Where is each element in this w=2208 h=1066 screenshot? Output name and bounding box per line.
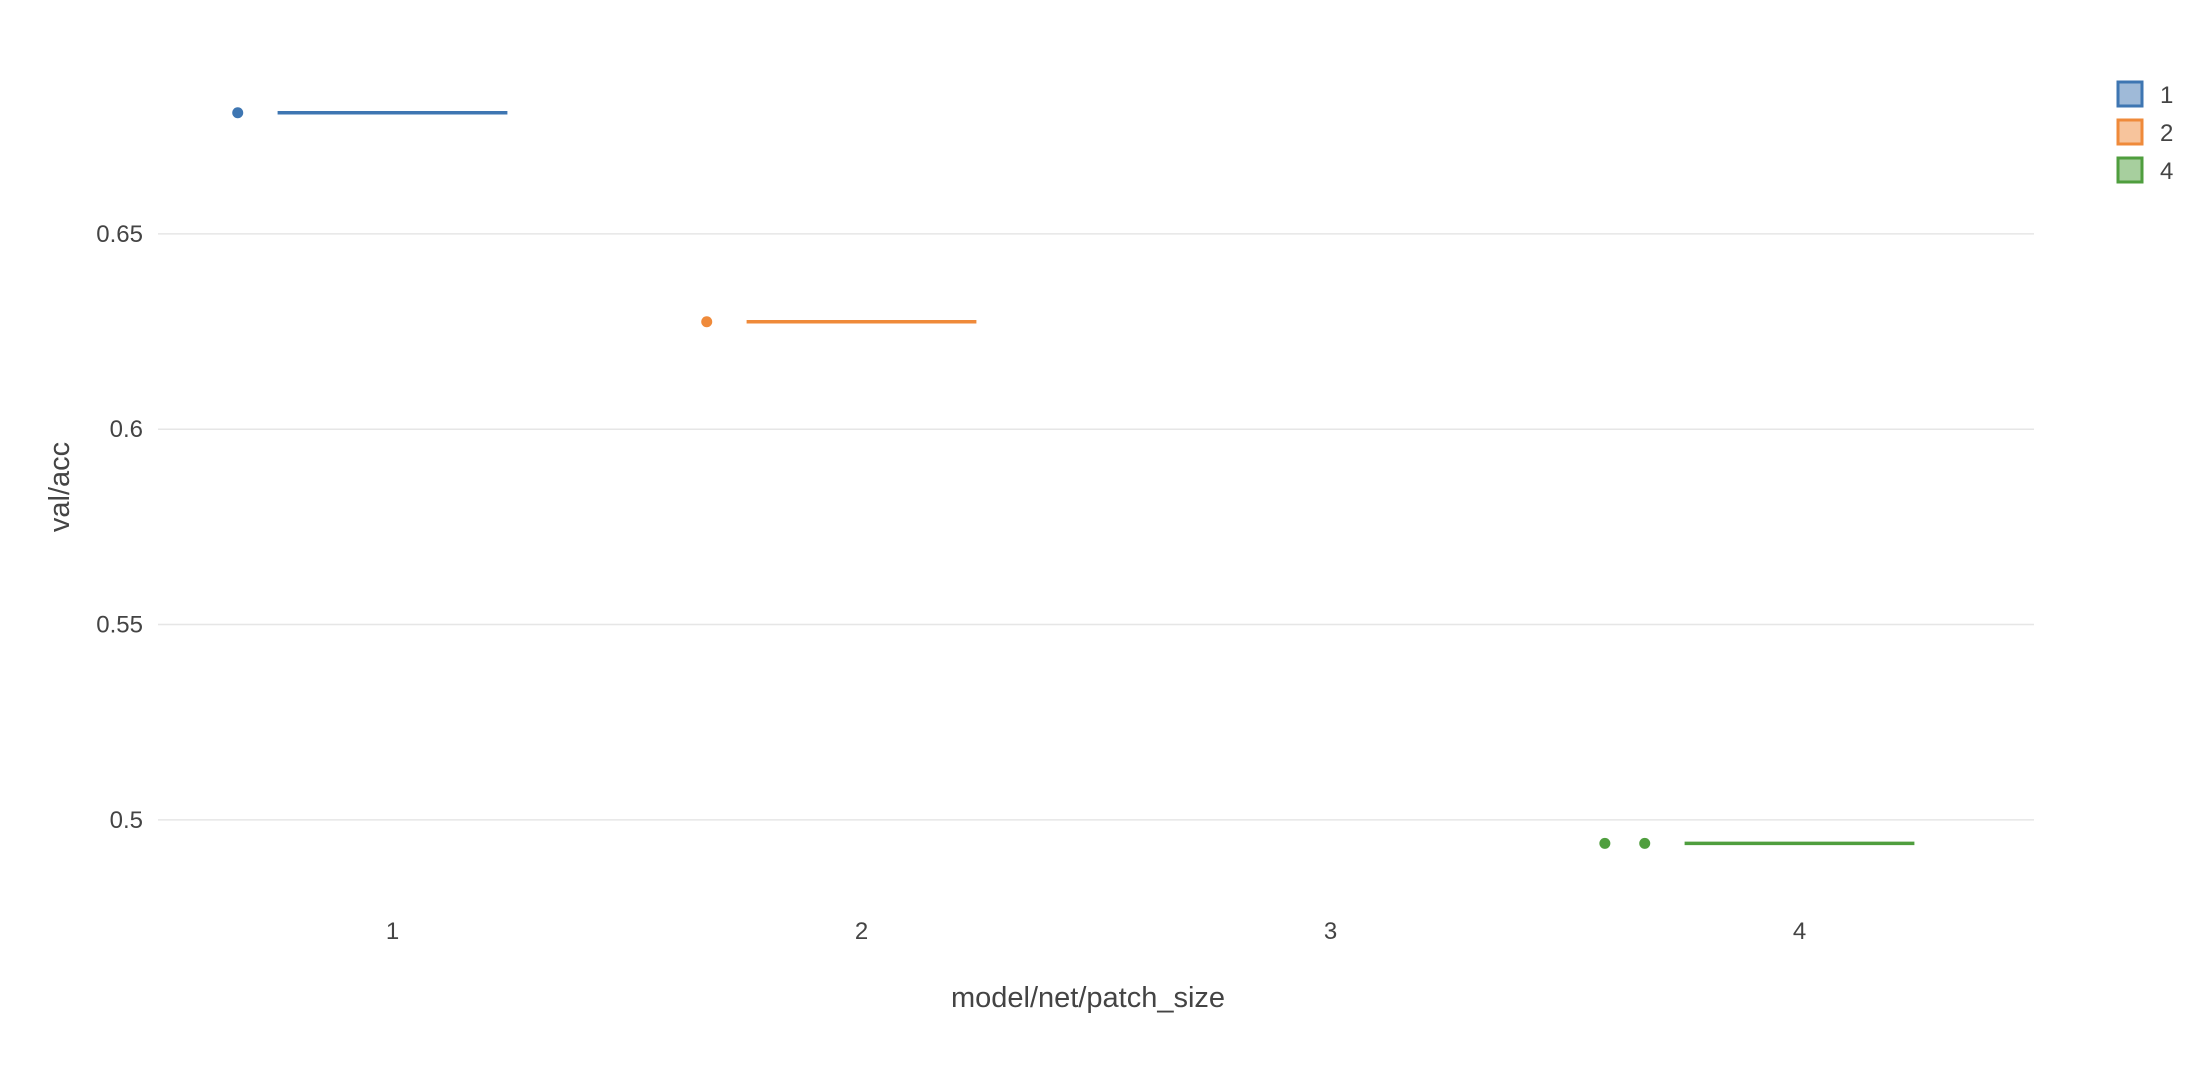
y-tick-label: 0.65: [96, 221, 143, 248]
legend-swatch: [2116, 80, 2144, 108]
x-axis-title: model/net/patch_size: [951, 982, 1225, 1014]
y-tick-label: 0.5: [110, 807, 143, 834]
x-tick-label: 3: [1324, 918, 1337, 945]
data-point: [232, 107, 244, 119]
legend-item[interactable]: 4: [2116, 156, 2173, 185]
y-axis-ticks: 0.5 0.55 0.6 0.65: [96, 221, 143, 834]
data-point: [1639, 837, 1651, 849]
box-series: [232, 107, 1915, 849]
y-axis-title: val/acc: [44, 442, 76, 532]
legend-item[interactable]: 1: [2116, 80, 2173, 109]
series-1: [232, 107, 508, 119]
y-tick-label: 0.6: [110, 416, 143, 443]
legend[interactable]: 1 2 4: [2116, 80, 2173, 185]
y-gridlines: [158, 233, 2034, 821]
y-tick-label: 0.55: [96, 612, 143, 639]
legend-label: 2: [2160, 120, 2173, 147]
legend-swatch: [2116, 156, 2144, 184]
legend-item[interactable]: 2: [2116, 118, 2173, 147]
legend-label: 1: [2160, 82, 2173, 109]
data-point: [701, 316, 713, 328]
x-tick-label: 1: [386, 918, 399, 945]
x-tick-label: 2: [855, 918, 868, 945]
legend-swatch: [2116, 118, 2144, 146]
legend-label: 4: [2160, 158, 2173, 185]
series-4: [1599, 837, 1915, 849]
series-2: [701, 316, 977, 328]
data-point: [1599, 837, 1611, 849]
x-tick-label: 4: [1793, 918, 1806, 945]
x-axis-ticks: 1 2 3 4: [386, 918, 1806, 945]
